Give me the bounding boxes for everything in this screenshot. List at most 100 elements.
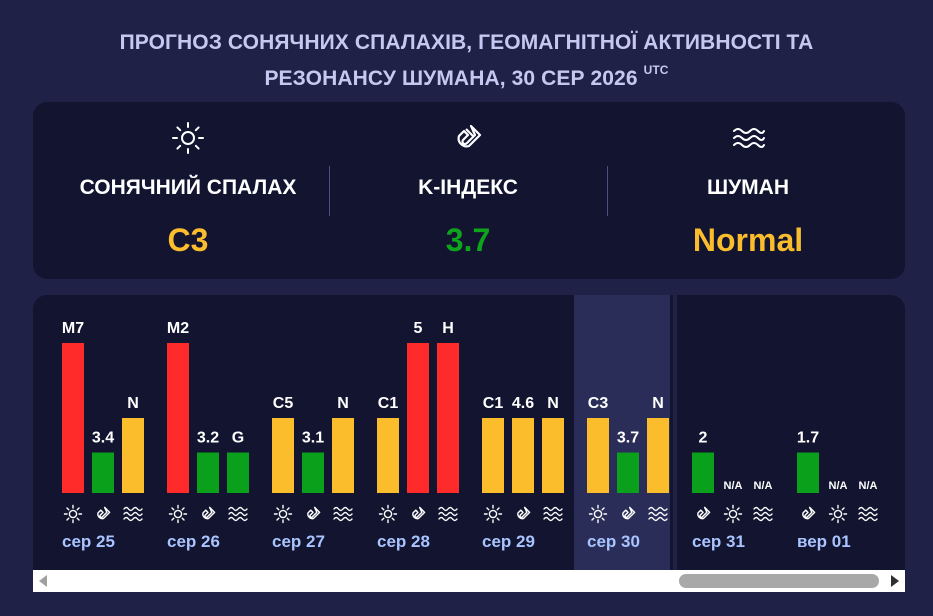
- kindex-label: K-ІНДЕКС: [418, 176, 518, 199]
- bar-kind-icon: [588, 504, 608, 524]
- summary-schumann: ШУМАН Normal: [603, 102, 893, 279]
- bar-kind-icon: [648, 506, 668, 522]
- waves-icon-line: [228, 516, 248, 522]
- magnet-icon-shape: [202, 506, 216, 520]
- bar-kind-icon: [307, 506, 321, 520]
- waves-icon-line: [753, 506, 773, 512]
- day-date-label: сер 31: [692, 532, 745, 551]
- magnet-icon-shape: [802, 506, 816, 520]
- bar-value-label: 4.6: [512, 395, 534, 412]
- bar-value-label: G: [232, 430, 244, 447]
- day-date-label: сер 28: [377, 532, 430, 551]
- bar-value-label: C1: [378, 395, 399, 412]
- waves-icon-line: [228, 511, 248, 517]
- sun-icon-ray: [181, 517, 185, 521]
- waves-icon-line: [753, 516, 773, 522]
- bar-value-label: 3.7: [617, 430, 639, 447]
- chart-bar-flare: [377, 418, 399, 493]
- day-group: 1.7 N/A N/A вер 01: [797, 430, 878, 551]
- magnet-icon-shape: [697, 506, 711, 520]
- waves-icon: [733, 128, 765, 148]
- sun-icon-core: [68, 509, 78, 519]
- scroll-right-arrow-icon[interactable]: [891, 575, 899, 587]
- waves-icon-line: [858, 506, 878, 512]
- sun-icon-ray: [286, 507, 290, 511]
- chart-bar-kindex: [617, 452, 639, 493]
- page-title-line1: ПРОГНОЗ СОНЯЧНИХ СПАЛАХІВ, ГЕОМАГНІТНОЇ …: [119, 31, 814, 54]
- chart-bar-kindex: [92, 452, 114, 493]
- summary-solar: СОНЯЧНИЙ СПАЛАХ C3: [43, 102, 333, 279]
- sun-icon-ray: [171, 517, 175, 521]
- sun-icon-ray: [831, 507, 835, 511]
- bar-kind-icon: [753, 506, 773, 522]
- utc-superscript: UTC: [643, 63, 669, 77]
- bar-value-label: M7: [62, 320, 84, 337]
- page-title-line2: РЕЗОНАНСУ ШУМАНА, 30 СЕР 2026 UTC: [0, 58, 933, 94]
- bar-value-label: 3.4: [92, 430, 114, 447]
- sun-icon-ray: [76, 507, 80, 511]
- bar-kind-icon: [273, 504, 293, 524]
- chart-bar-flare: [482, 418, 504, 493]
- sun-icon-ray: [726, 507, 730, 511]
- bar-kind-icon: [858, 506, 878, 522]
- bar-value-label: C5: [273, 395, 294, 412]
- sun-icon-ray: [496, 507, 500, 511]
- bar-kind-icon: [697, 506, 711, 520]
- waves-icon-line: [333, 511, 353, 517]
- solar-label: СОНЯЧНИЙ СПАЛАХ: [79, 176, 297, 199]
- sun-icon-ray: [591, 507, 595, 511]
- bar-value-label: C1: [483, 395, 504, 412]
- day-date-label: сер 29: [482, 532, 535, 551]
- day-date-label: сер 25: [62, 532, 115, 551]
- sun-icon-ray: [381, 517, 385, 521]
- bar-kind-icon: [228, 506, 248, 522]
- chart-bar-schumann: [332, 418, 354, 493]
- waves-icon-line: [858, 511, 878, 517]
- chart-bar-flare: [587, 418, 609, 493]
- chart-bar-schumann: [647, 418, 669, 493]
- summary-panel: СОНЯЧНИЙ СПАЛАХ C3 K-ІНДЕКС 3.7 ШУМАН No…: [33, 102, 905, 279]
- chart-bar-kindex: [407, 343, 429, 493]
- bar-kind-icon: [202, 506, 216, 520]
- bar-value-label: 2: [699, 430, 708, 447]
- chart-bar-kindex: [512, 418, 534, 493]
- waves-icon-line: [228, 506, 248, 512]
- schumann-label: ШУМАН: [707, 176, 789, 199]
- sun-icon-ray: [601, 507, 605, 511]
- chart-bar-flare: [62, 343, 84, 493]
- bar-value-label: 3.1: [302, 430, 324, 447]
- kindex-value: 3.7: [445, 222, 491, 258]
- waves-icon-line: [123, 511, 143, 517]
- chart-bar-flare: [272, 418, 294, 493]
- magnet-icon-shape: [97, 506, 111, 520]
- waves-icon-line: [858, 516, 878, 522]
- sun-icon-ray: [841, 517, 845, 521]
- sun-icon-ray: [66, 517, 70, 521]
- magnet-icon-shape: [307, 506, 321, 520]
- chart-bar-kindex: [797, 452, 819, 493]
- waves-icon-line: [543, 511, 563, 517]
- sun-icon-core: [833, 509, 843, 519]
- sun-icon-ray: [286, 517, 290, 521]
- sun-icon-ray: [76, 517, 80, 521]
- horizontal-scrollbar[interactable]: [33, 570, 905, 592]
- sun-icon-ray: [841, 507, 845, 511]
- bar-kind-icon: [333, 506, 353, 522]
- bar-value-label: N/A: [724, 480, 743, 492]
- scroll-thumb[interactable]: [679, 574, 879, 588]
- sun-icon-core: [593, 509, 603, 519]
- scroll-left-arrow-icon[interactable]: [39, 575, 47, 587]
- sun-icon-ray: [486, 517, 490, 521]
- bar-value-label: M2: [167, 320, 189, 337]
- day-date-label: сер 27: [272, 532, 325, 551]
- waves-icon-line: [438, 506, 458, 512]
- sun-icon-ray: [831, 517, 835, 521]
- magnet-icon-shape: [412, 506, 426, 520]
- bar-value-label: N: [337, 395, 349, 412]
